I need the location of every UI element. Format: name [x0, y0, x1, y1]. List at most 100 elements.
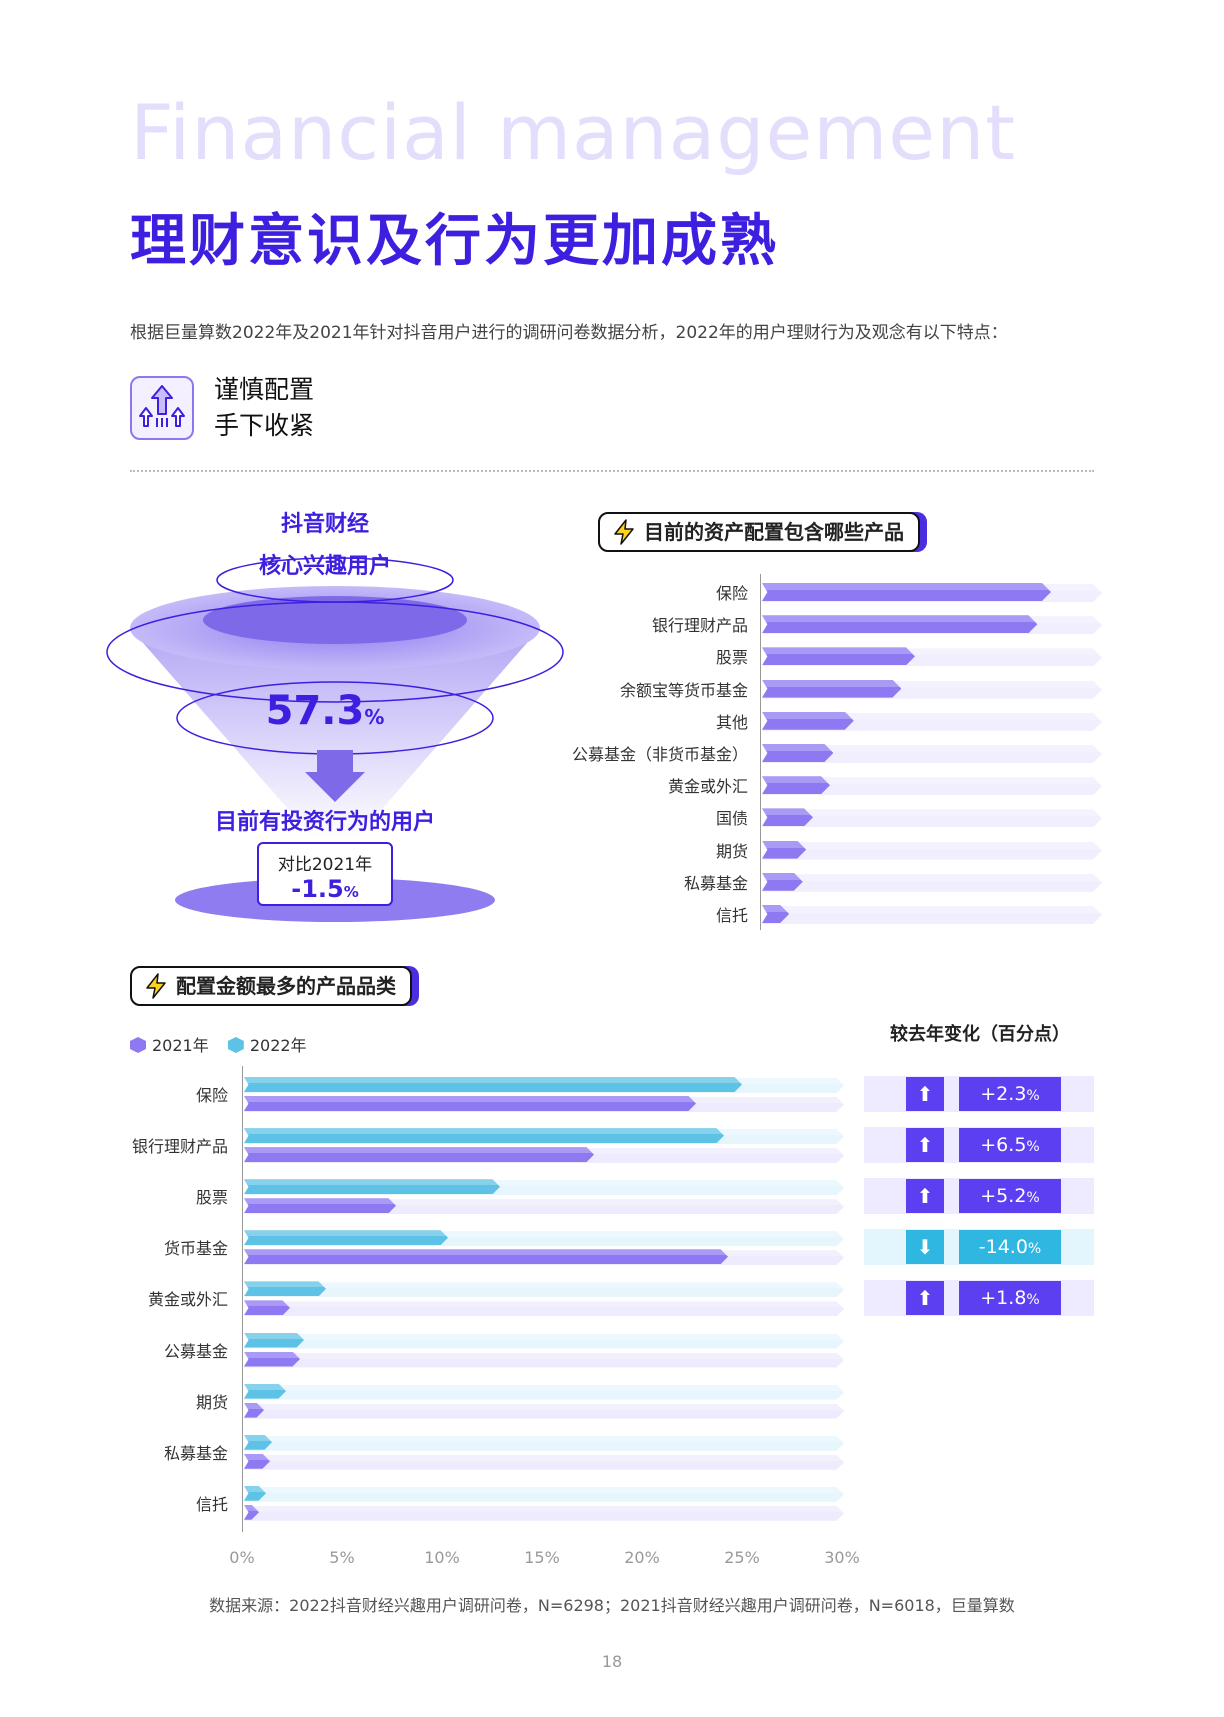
change-value: +6.5%	[959, 1128, 1061, 1163]
funnel-value-number: 57.3	[265, 688, 365, 734]
chart2-track-2021	[244, 1199, 844, 1214]
chart1-bar	[762, 808, 813, 826]
chart1-bar	[762, 615, 1037, 633]
chart1-bar	[762, 873, 803, 891]
chart2-bar-2021	[244, 1352, 300, 1367]
funnel-top-line-2: 核心兴趣用户	[258, 554, 391, 579]
chart2-bar-2022	[244, 1333, 304, 1348]
chart2-bar-2022	[244, 1230, 448, 1245]
chart2-bar-2021-shine	[244, 1505, 259, 1511]
chart2-track-2022-shine	[244, 1436, 844, 1442]
change-value-number: +5.2	[980, 1185, 1027, 1208]
chart1-track-shine	[762, 745, 1102, 752]
chart2-bar-2022	[244, 1384, 286, 1399]
chart2-title: 配置金额最多的产品品类	[176, 974, 396, 998]
chart2-track-2021	[244, 1404, 844, 1419]
chart1-category-label: 信托	[715, 906, 748, 925]
change-value: +5.2%	[959, 1179, 1061, 1214]
chart2-category-label: 私募基金	[163, 1443, 228, 1463]
chart2-bar-2021-shine	[244, 1352, 300, 1358]
chart2-bar-2021	[244, 1403, 264, 1418]
data-source: 数据来源：2022抖音财经兴趣用户调研问卷，N=6298；2021抖音财经兴趣用…	[209, 1596, 1015, 1615]
chart2-x-tick-label: 25%	[724, 1547, 760, 1567]
legend-label-2022: 2022年	[249, 1036, 307, 1055]
change-value-number: +2.3	[980, 1083, 1027, 1105]
funnel-label: 目前有投资行为的用户	[214, 810, 435, 835]
chart1-category-label: 公募基金（非货币基金）	[571, 745, 748, 764]
chart2-bar-2021-shine	[244, 1403, 264, 1409]
change-row: ⬆ +5.2%	[864, 1178, 1094, 1215]
compare-value-number: -1.5	[291, 875, 344, 903]
change-value-number: +1.8	[980, 1287, 1027, 1310]
chart2-bar-2022	[244, 1128, 724, 1143]
chart2-bar-2021-shine	[244, 1096, 696, 1102]
chart1-track	[762, 906, 1102, 924]
change-value-unit: %	[1026, 1088, 1040, 1104]
chart1-category-label: 余额宝等货币基金	[619, 680, 748, 700]
chart2-track-2022	[244, 1487, 844, 1502]
chart2-track-2022	[244, 1334, 844, 1349]
compare-value-unit: %	[343, 883, 359, 901]
change-panel-title: 较去年变化（百分点）	[890, 1024, 1070, 1045]
chart2-category-label: 信托	[195, 1494, 228, 1514]
chart2-bar-2022-shine	[244, 1077, 742, 1083]
chart1-bar-shine	[762, 583, 1051, 590]
chart2-axis	[242, 1066, 243, 1532]
up-arrow-icon: ⬆	[906, 1128, 944, 1163]
chart2-track-2022-shine	[244, 1487, 844, 1493]
chart2-bar-2022	[244, 1077, 742, 1092]
chart2-legend: 2021年 2022年	[130, 1032, 307, 1056]
chart2-x-tick-label: 0%	[229, 1547, 255, 1567]
chart1-bar	[762, 744, 833, 762]
chart2-track-2022	[244, 1385, 844, 1400]
chart1-track-shine	[762, 842, 1102, 849]
chart1-bar	[762, 776, 830, 794]
chart1-track	[762, 874, 1102, 892]
chart2-bar-2021	[244, 1454, 270, 1469]
chart2-category-label: 保险	[195, 1086, 228, 1105]
chart1-track	[762, 777, 1102, 795]
chart1-bar	[762, 905, 789, 923]
chart2-x-tick-label: 15%	[524, 1547, 560, 1567]
chart2-track-2022-shine	[244, 1334, 844, 1340]
chart2-bar-2021-shine	[244, 1300, 290, 1306]
rising-arrows-icon	[130, 376, 194, 440]
chart1-category-label: 国债	[715, 809, 748, 829]
chart2-x-tick-label: 10%	[424, 1547, 460, 1567]
page-title: 理财意识及行为更加成熟	[130, 209, 779, 274]
chart2-track-2021-shine	[244, 1455, 844, 1461]
feature-line-1: 谨慎配置	[214, 375, 315, 404]
funnel-value-unit: %	[364, 705, 385, 729]
chart2-bar-2021-shine	[244, 1147, 594, 1153]
chart2-bar-2022-shine	[244, 1333, 304, 1339]
chart2-bar-2022	[244, 1486, 266, 1501]
chart2-track-2022	[244, 1436, 844, 1451]
chart2-track-2022-shine	[244, 1282, 844, 1288]
funnel-value: 57.3%	[230, 688, 420, 734]
chart1-bar-shine	[762, 615, 1037, 622]
chart1-track-shine	[762, 874, 1102, 881]
chart1-category-label: 股票	[715, 648, 748, 668]
chart1-track-shine	[762, 906, 1102, 913]
chart2-track-2021-shine	[244, 1404, 844, 1410]
chart1-axis	[760, 574, 761, 931]
chart1-track	[762, 809, 1102, 827]
chart1-bar	[762, 712, 854, 730]
intro-text: 根据巨量算数2022年及2021年针对抖音用户进行的调研问卷数据分析，2022年…	[130, 323, 1008, 343]
chart2-category-label: 黄金或外汇	[147, 1290, 228, 1310]
chart1-category-label: 黄金或外汇	[667, 777, 748, 797]
compare-label: 对比2021年	[277, 855, 373, 875]
chart2-bar-2021-shine	[244, 1454, 270, 1460]
chart2-bar-2022-shine	[244, 1384, 286, 1390]
chart1-category-label: 期货	[715, 841, 748, 861]
legend-swatch-2022	[227, 1037, 244, 1053]
chart2-bar-2021	[244, 1249, 728, 1264]
up-arrow-icon: ⬆	[906, 1077, 944, 1111]
chart2-bar-2021	[244, 1505, 259, 1520]
chart1-track-shine	[762, 648, 1102, 655]
chart1-bar-shine	[762, 808, 813, 815]
chart2-track-2021	[244, 1506, 844, 1521]
english-title: Financial management	[130, 88, 1017, 177]
chart2-bar-2022-shine	[244, 1486, 266, 1492]
chart1-bar-shine	[762, 712, 854, 719]
